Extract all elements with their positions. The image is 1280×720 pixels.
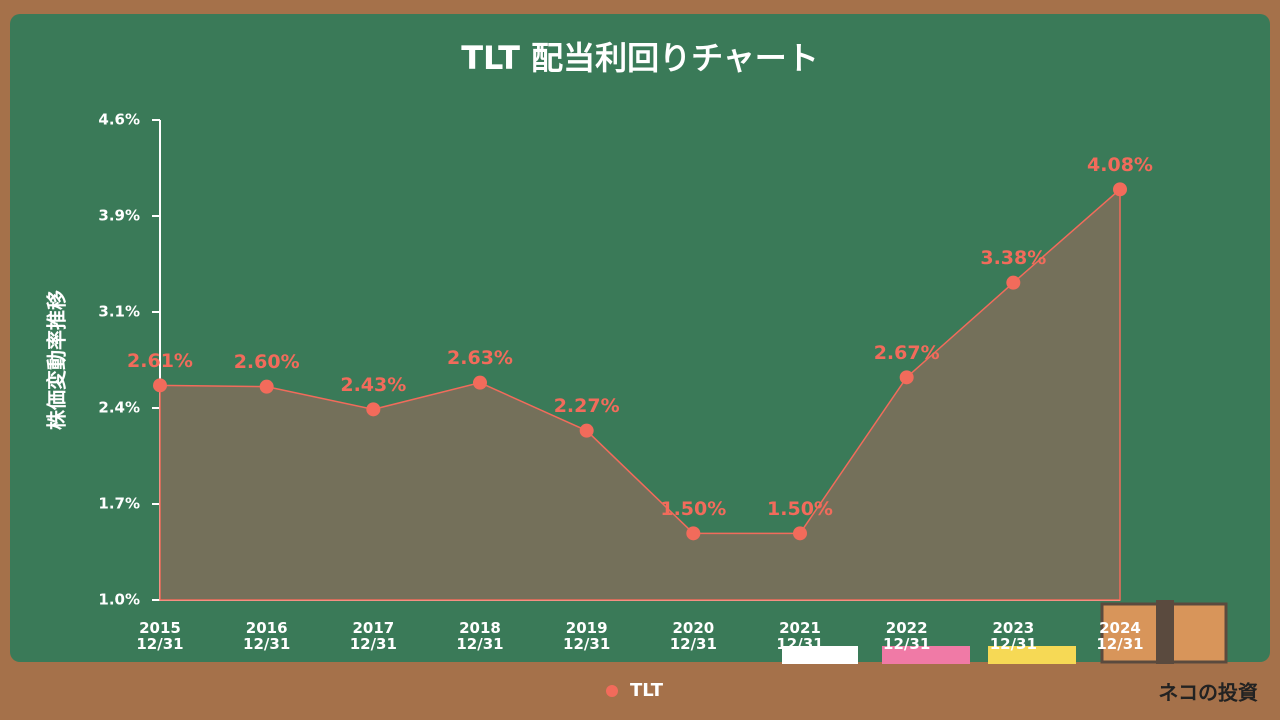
x-tick-label: 2022 12/31 [883, 619, 931, 653]
point [1006, 275, 1021, 290]
y-tick-label: 3.9% [98, 207, 140, 225]
point [473, 375, 487, 390]
value-label: 2.60% [234, 351, 300, 373]
eraser-band [1156, 600, 1174, 664]
point [579, 423, 594, 438]
legend-label: TLT [630, 680, 664, 701]
chalk [782, 646, 858, 664]
value-label: 3.38% [980, 247, 1046, 269]
value-label: 2.67% [874, 342, 940, 364]
y-axis-label: 株価変動率推移 [45, 290, 69, 430]
point [366, 402, 381, 417]
brand: ネコの投資 [1158, 681, 1258, 705]
chalk [988, 646, 1076, 664]
value-label: 1.50% [660, 498, 726, 520]
x-tick-label: 2021 12/31 [776, 619, 824, 653]
x-tick-label: 2023 12/31 [989, 619, 1037, 653]
y-tick-label: 3.1% [98, 303, 140, 321]
legend-marker [606, 685, 618, 697]
chalk [882, 646, 970, 664]
value-label: 2.43% [340, 374, 406, 396]
y-tick-label: 1.0% [98, 591, 140, 609]
value-label: 2.63% [447, 347, 513, 369]
x-tick-label: 2017 12/31 [349, 619, 397, 653]
x-tick-label: 2019 12/31 [563, 619, 611, 653]
value-label: 4.08% [1087, 154, 1153, 176]
value-label: 2.61% [127, 350, 193, 372]
x-tick-label: 2015 12/31 [136, 619, 184, 653]
point [686, 526, 701, 541]
area [159, 187, 1121, 601]
x-tick-label: 2018 12/31 [456, 619, 504, 653]
value-label: 2.27% [554, 395, 620, 417]
x-tick-label: 2024 12/31 [1096, 619, 1144, 653]
y-tick-label: 2.4% [98, 399, 140, 417]
x-tick-label: 2016 12/31 [243, 619, 291, 653]
y-tick-label: 1.7% [98, 495, 140, 513]
point [1113, 182, 1127, 197]
point [793, 526, 807, 541]
chart-title: TLT 配当利回りチャート [461, 39, 819, 77]
y-tick-label: 4.6% [98, 111, 140, 129]
x-tick-label: 2020 12/31 [669, 619, 717, 653]
point [153, 378, 167, 393]
value-label: 1.50% [767, 498, 833, 520]
point [259, 379, 274, 394]
point [899, 370, 914, 385]
